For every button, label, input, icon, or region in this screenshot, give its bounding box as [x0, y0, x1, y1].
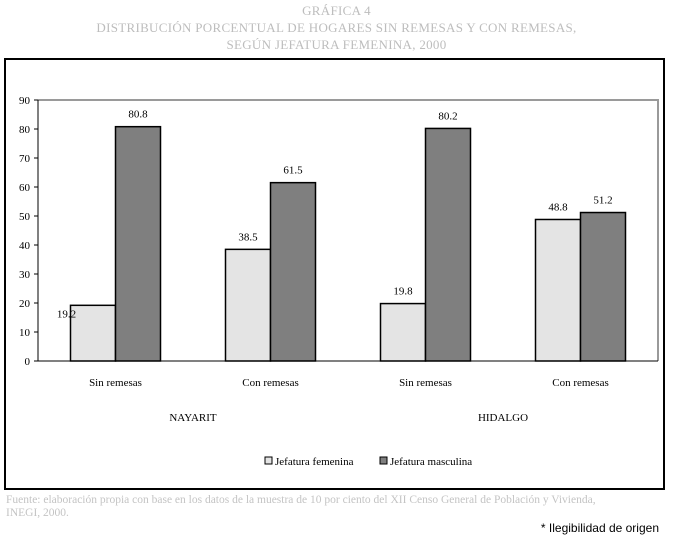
x-tick-label: Con remesas: [552, 377, 609, 389]
bar: [269, 181, 317, 362]
data-label: 48.8: [548, 201, 568, 213]
y-tick-label: 40: [19, 240, 31, 252]
chart-title-line: SEGÚN JEFATURA FEMENINA, 2000: [226, 37, 447, 52]
group-label: HIDALGO: [478, 412, 528, 424]
data-label: 80.8: [128, 109, 148, 121]
y-tick-label: 60: [19, 182, 31, 194]
x-tick-label: Sin remesas: [399, 377, 452, 389]
data-label: 80.2: [438, 110, 457, 122]
y-tick-label: 30: [19, 269, 31, 281]
x-tick-label: Sin remesas: [89, 377, 142, 389]
data-label: 51.2: [593, 195, 612, 207]
bar: [69, 304, 117, 362]
data-label: 19.2: [57, 308, 76, 320]
bar: [224, 248, 272, 362]
legend-swatch: [379, 456, 388, 465]
illegibility-note: * Ilegibilidad de origen: [540, 521, 659, 535]
bar-chart: 0 10 20 30 40 50 60 70 80 90 19.2 80.8 Sin remesas 38…: [19, 95, 659, 468]
source-line: INEGI, 2000.: [6, 507, 69, 519]
y-tick-label: 80: [19, 124, 31, 136]
group-label: NAYARIT: [169, 412, 217, 424]
y-tick-label: 20: [19, 298, 31, 310]
y-tick-label: 90: [19, 95, 31, 107]
y-tick-label: 50: [19, 211, 31, 223]
bar: [424, 127, 472, 362]
bar: [379, 302, 427, 362]
source-line: Fuente: elaboración propia con base en l…: [6, 494, 596, 506]
source-note: Fuente: elaboración propia con base en l…: [6, 494, 596, 520]
plot-area-border: [38, 99, 659, 361]
x-tick-label: Con remesas: [242, 377, 299, 389]
data-label: 19.8: [393, 286, 413, 298]
chart-title: GRÁFICA 4 DISTRIBUCIÓN PORCENTUAL DE HOG…: [0, 2, 673, 53]
y-tick-label: 10: [19, 327, 31, 339]
y-tick-label: 0: [25, 356, 31, 368]
data-label: 61.5: [283, 165, 303, 177]
bar: [579, 211, 627, 362]
legend-label: Jefatura masculina: [390, 456, 472, 468]
legend-label: Jefatura femenina: [275, 456, 354, 468]
chart-title-line: GRÁFICA 4: [302, 3, 371, 18]
y-tick-label: 70: [19, 153, 31, 165]
bar: [114, 125, 162, 362]
data-label: 38.5: [238, 231, 258, 243]
chart-title-line: DISTRIBUCIÓN PORCENTUAL DE HOGARES SIN R…: [96, 20, 577, 35]
legend-swatch: [264, 456, 273, 465]
bar: [534, 218, 582, 362]
